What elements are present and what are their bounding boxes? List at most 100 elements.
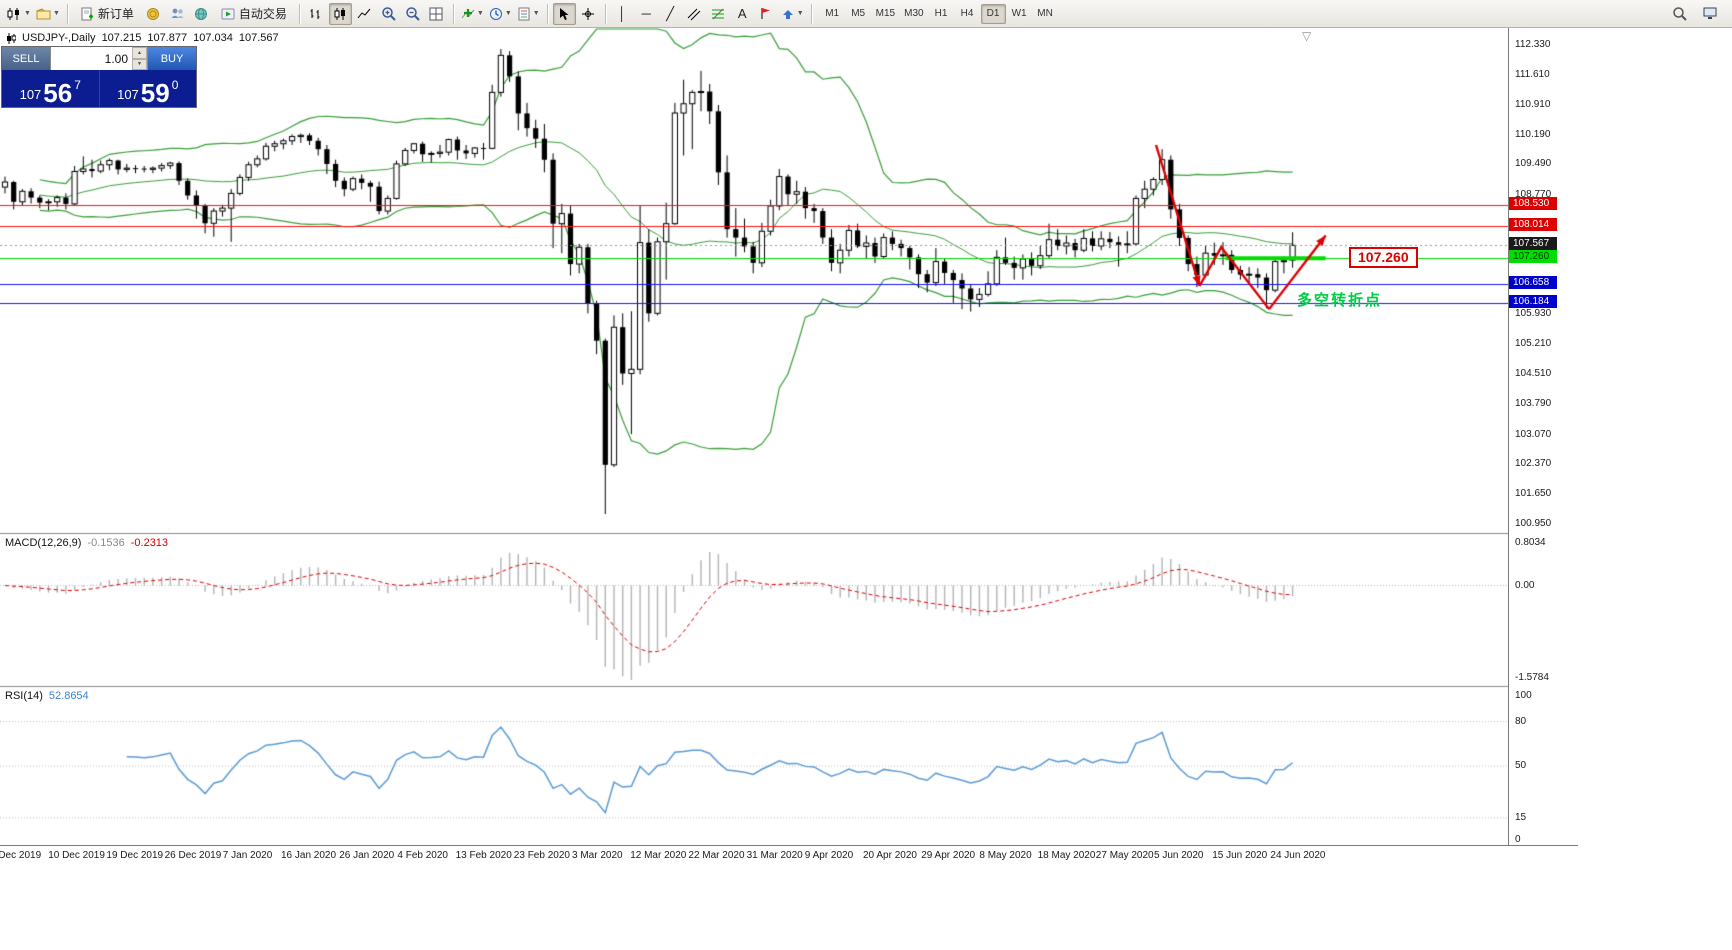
close-value: 107.567 bbox=[238, 32, 279, 44]
channel-tool[interactable] bbox=[683, 3, 706, 25]
rsi-name: RSI(14) bbox=[5, 690, 43, 702]
date-tick: 8 May 2020 bbox=[979, 850, 1032, 861]
add-indicator-icon bbox=[461, 8, 475, 18]
horizontal-line-tool[interactable]: ─ bbox=[641, 6, 651, 21]
timeframe-button-m15[interactable]: M15 bbox=[875, 8, 896, 19]
macd-scale-tick: 0.8034 bbox=[1515, 537, 1546, 548]
timeframe-button-m1[interactable]: M1 bbox=[825, 8, 840, 19]
search-button[interactable] bbox=[1668, 3, 1691, 25]
price-tick: 112.330 bbox=[1515, 38, 1551, 50]
low-value: 107.034 bbox=[193, 32, 233, 44]
cursor-tool-button[interactable] bbox=[552, 2, 576, 25]
date-tick: 16 Jan 2020 bbox=[281, 850, 337, 861]
flag-icon bbox=[761, 8, 771, 19]
chart-shift-marker[interactable]: ▽ bbox=[1302, 29, 1312, 43]
chevron-down-icon: ▼ bbox=[476, 10, 484, 17]
candle-chart-button[interactable] bbox=[328, 2, 352, 25]
tile-windows-button[interactable] bbox=[425, 3, 448, 25]
community-button[interactable] bbox=[190, 3, 213, 25]
timeframe-group: M1 M5 M15 M30 H1 H4 D1 W1 MN bbox=[820, 3, 1058, 24]
timeframe-button-w1[interactable]: W1 bbox=[1011, 8, 1027, 19]
volume-value[interactable]: 1.00 bbox=[104, 51, 128, 66]
zoom-out-icon bbox=[406, 7, 420, 21]
timeframe-button-d1[interactable]: D1 bbox=[980, 3, 1006, 24]
date-tick: 5 Jun 2020 bbox=[1154, 850, 1204, 861]
sell-price-display[interactable]: 107 56 7 bbox=[19, 77, 81, 108]
channel-icon bbox=[687, 8, 701, 20]
terminal-button[interactable] bbox=[1698, 3, 1721, 25]
periods-button[interactable]: ▼ bbox=[487, 3, 514, 25]
price-tick: 105.210 bbox=[1515, 338, 1552, 350]
date-tick: 7 Jan 2020 bbox=[222, 850, 273, 861]
price-tick: 110.910 bbox=[1515, 98, 1551, 110]
volume-stepper[interactable]: ▲ ▼ bbox=[132, 47, 147, 70]
high-value: 107.877 bbox=[147, 32, 188, 44]
toolbar-separator bbox=[604, 3, 606, 24]
ohlc-bars-icon bbox=[310, 8, 320, 19]
clock-icon bbox=[489, 7, 502, 20]
date-tick: 10 Dec 2019 bbox=[48, 850, 105, 861]
timeframe-button-m5[interactable]: M5 bbox=[851, 8, 866, 19]
date-tick: 2 Dec 2019 bbox=[0, 850, 42, 861]
chart-canvas[interactable] bbox=[0, 28, 1508, 845]
price-tag: 107.260 bbox=[1509, 250, 1557, 264]
new-order-icon bbox=[81, 7, 93, 20]
shapes-tool[interactable]: ▼ bbox=[779, 3, 806, 25]
toolbar-separator bbox=[546, 3, 548, 24]
zoom-out-button[interactable] bbox=[401, 3, 424, 25]
buy-button[interactable]: BUY bbox=[148, 47, 196, 70]
candlestick-chart-icon bbox=[7, 7, 19, 20]
date-tick: 26 Dec 2019 bbox=[164, 850, 222, 861]
sell-button[interactable]: SELL bbox=[2, 47, 50, 70]
crosshair-icon bbox=[582, 7, 595, 20]
date-tick: 29 Apr 2020 bbox=[921, 850, 976, 861]
zoom-in-button[interactable] bbox=[377, 3, 400, 25]
macd-signal-value: -0.2313 bbox=[130, 537, 169, 549]
new-order-button[interactable]: 新订单 bbox=[73, 3, 141, 25]
contacts-button[interactable] bbox=[166, 3, 189, 25]
price-axis[interactable]: 112.330 111.610 110.910 110.190 109.490 108.7… bbox=[1508, 28, 1732, 845]
price-tick: 109.490 bbox=[1515, 158, 1552, 170]
search-icon bbox=[1673, 7, 1687, 21]
price-tick: 104.510 bbox=[1515, 367, 1552, 379]
timeframe-button-m30[interactable]: M30 bbox=[904, 8, 924, 19]
indicators-button[interactable]: ▼ bbox=[459, 3, 486, 25]
line-chart-button[interactable] bbox=[353, 3, 376, 25]
fibonacci-tool[interactable] bbox=[707, 3, 730, 25]
stepper-up-icon[interactable]: ▲ bbox=[132, 47, 147, 59]
date-tick: 24 Jun 2020 bbox=[1270, 850, 1326, 861]
buy-price-display[interactable]: 107 59 0 bbox=[98, 70, 197, 107]
profiles-button[interactable]: ▼ bbox=[34, 3, 62, 25]
bar-chart-button[interactable] bbox=[305, 3, 328, 25]
toolbar-separator bbox=[66, 3, 68, 24]
timeframe-button-h1[interactable]: H1 bbox=[934, 8, 948, 19]
turning-point-note[interactable]: 多空转折点 bbox=[1297, 292, 1383, 309]
text-tool[interactable]: A bbox=[737, 6, 747, 21]
vertical-line-tool[interactable]: │ bbox=[618, 6, 627, 21]
date-tick: 18 May 2020 bbox=[1037, 850, 1096, 861]
crosshair-tool-button[interactable] bbox=[577, 3, 600, 25]
date-tick: 3 Mar 2020 bbox=[572, 850, 623, 861]
open-value: 107.215 bbox=[101, 32, 142, 44]
templates-button[interactable]: ▼ bbox=[515, 3, 542, 25]
timeframe-button-h4[interactable]: H4 bbox=[960, 8, 974, 19]
stepper-down-icon[interactable]: ▼ bbox=[132, 58, 147, 70]
symbol-period-label: USDJPY-,Daily bbox=[22, 32, 96, 44]
new-chart-button[interactable]: ▼ bbox=[5, 3, 33, 25]
coin-icon bbox=[147, 7, 160, 20]
market-watch-button[interactable] bbox=[142, 3, 165, 25]
price-callout[interactable]: 107.260 bbox=[1349, 247, 1418, 269]
autotrading-button[interactable]: 自动交易 bbox=[214, 3, 294, 25]
rsi-scale-tick: 15 bbox=[1515, 811, 1527, 823]
rsi-scale-tick: 0 bbox=[1515, 834, 1521, 845]
volume-field[interactable]: 1.00 ▲ ▼ bbox=[50, 47, 148, 70]
trendline-tool[interactable]: ╱ bbox=[666, 6, 675, 21]
folder-icon bbox=[36, 7, 51, 19]
cursor-icon bbox=[560, 7, 569, 20]
globe-icon bbox=[195, 7, 208, 20]
text-label-tool[interactable] bbox=[755, 3, 778, 25]
candles-icon bbox=[334, 7, 346, 20]
timeframe-button-mn[interactable]: MN bbox=[1037, 8, 1053, 19]
macd-scale-tick: -1.5784 bbox=[1515, 672, 1549, 683]
